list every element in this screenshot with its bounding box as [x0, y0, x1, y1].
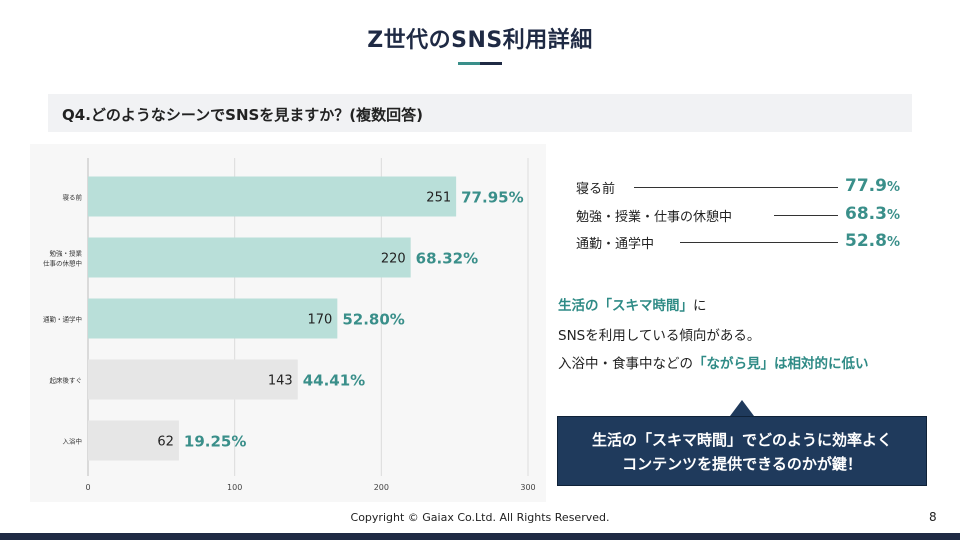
- bar: [88, 420, 179, 461]
- question-text: Q4.どのようなシーンでSNSを見ますか？(複数回答): [62, 106, 424, 124]
- slide-title: Z世代のSNS利用詳細: [367, 28, 593, 53]
- callout-line-2: コンテンツを提供できるのかが鍵！: [622, 455, 862, 473]
- bar: [88, 237, 411, 278]
- summary-value: 68.3%: [845, 204, 900, 224]
- summary-value: 52.8%: [845, 231, 900, 251]
- summary-label: 勉強・授業・仕事の休憩中: [576, 210, 733, 225]
- summary-label: 寝る前: [576, 182, 616, 197]
- category-label: 通勤・通学中: [43, 315, 82, 324]
- summary-row-2: 通勤・通学中 52.8%: [576, 231, 900, 253]
- category-label: 寝る前: [63, 193, 83, 202]
- footer-copyright: Copyright © Gaiax Co.Ltd. All Rights Res…: [350, 511, 610, 524]
- percent-label: 19.25%: [184, 433, 246, 451]
- summary-leader-line: [774, 215, 838, 216]
- summary-row-1: 勉強・授業・仕事の休憩中 68.3%: [576, 204, 900, 226]
- insight-text: に: [693, 298, 707, 314]
- callout-line-1: 生活の「スキマ時間」でどのように効率よく: [591, 431, 892, 449]
- summary-row-0: 寝る前 77.9%: [576, 176, 900, 198]
- page-number: 8: [929, 510, 937, 524]
- value-label: 143: [268, 374, 293, 389]
- summary-value: 77.9%: [845, 176, 900, 196]
- summary-leader-line: [634, 187, 838, 188]
- percent-label: 77.95%: [461, 189, 523, 207]
- x-tick-label: 100: [227, 483, 242, 492]
- summary-leader-line: [680, 242, 838, 243]
- insight-line-2: SNSを利用している傾向がある。: [558, 328, 761, 344]
- x-tick-label: 300: [520, 483, 535, 492]
- category-label: 勉強・授業仕事の休憩中: [43, 249, 83, 268]
- category-label: 起床後すぐ: [50, 376, 83, 385]
- insight-highlight: 「ながら見」は相対的に低い: [693, 356, 869, 372]
- bar: [88, 176, 457, 217]
- title-underline-navy: [480, 62, 502, 65]
- footer-bar: [0, 533, 960, 540]
- callout-box: 生活の「スキマ時間」でどのように効率よく コンテンツを提供できるのかが鍵！: [557, 416, 927, 486]
- question-band: Q4.どのようなシーンでSNSを見ますか？(複数回答): [48, 94, 912, 132]
- summary-label: 通勤・通学中: [576, 237, 655, 252]
- callout-pointer: [730, 400, 754, 416]
- percent-label: 52.80%: [342, 311, 404, 329]
- category-label: 入浴中: [63, 437, 83, 446]
- insight-line-1: 生活の「スキマ時間」に: [558, 294, 707, 314]
- title-underline-teal: [458, 62, 480, 65]
- x-tick-label: 0: [85, 483, 90, 492]
- percent-label: 44.41%: [303, 372, 365, 390]
- insight-highlight: 生活の「スキマ時間」: [558, 298, 693, 314]
- percent-label: 68.32%: [416, 250, 478, 268]
- title-underline: [458, 62, 502, 65]
- bar-chart: 0 100 200 300 寝る前 251 77.95% 勉強・授業仕事の休憩中 220 68.3…: [43, 158, 536, 492]
- insight-text: 入浴中・食事中などの: [558, 356, 693, 372]
- value-label: 62: [157, 435, 174, 450]
- x-tick-label: 200: [374, 483, 389, 492]
- insight-line-3: 入浴中・食事中などの「ながら見」は相対的に低い: [558, 352, 869, 372]
- bar: [88, 359, 298, 400]
- value-label: 220: [381, 252, 406, 267]
- chart-panel: 0 100 200 300 寝る前 251 77.95% 勉強・授業仕事の休憩中 220 68.3…: [30, 144, 546, 502]
- value-label: 251: [426, 191, 451, 206]
- bar: [88, 298, 338, 339]
- value-label: 170: [308, 313, 333, 328]
